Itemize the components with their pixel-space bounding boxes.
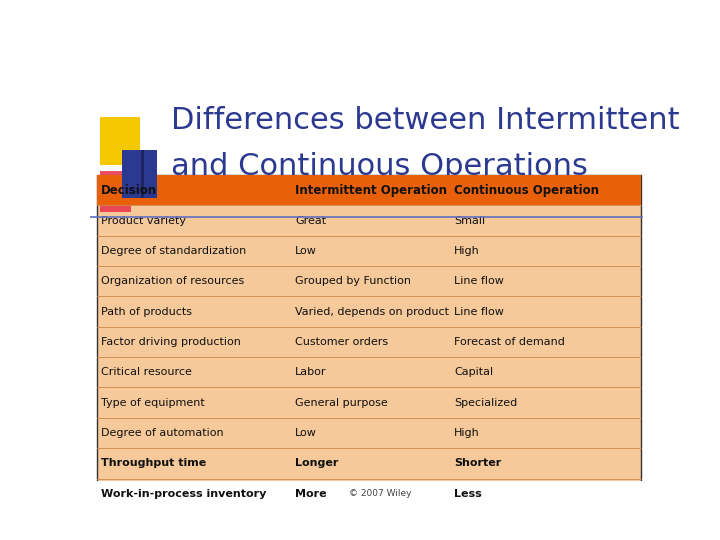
Text: Longer: Longer [295,458,338,468]
Text: © 2007 Wiley: © 2007 Wiley [349,489,411,498]
Text: Low: Low [295,428,318,438]
Text: Shorter: Shorter [454,458,502,468]
Text: Great: Great [295,215,326,226]
Text: Line flow: Line flow [454,307,504,316]
FancyBboxPatch shape [100,171,131,212]
Text: Differences between Intermittent: Differences between Intermittent [171,106,680,136]
Text: Intermittent Operation: Intermittent Operation [295,184,447,197]
Text: Path of products: Path of products [101,307,192,316]
Text: Forecast of demand: Forecast of demand [454,337,565,347]
FancyBboxPatch shape [96,175,642,509]
Text: High: High [454,246,480,256]
Text: Specialized: Specialized [454,397,518,408]
Text: Organization of resources: Organization of resources [101,276,244,286]
Text: Low: Low [295,246,318,256]
Text: High: High [454,428,480,438]
Text: Line flow: Line flow [454,276,504,286]
Text: Type of equipment: Type of equipment [101,397,205,408]
FancyBboxPatch shape [100,117,140,165]
Text: Capital: Capital [454,367,493,377]
Text: Less: Less [454,489,482,499]
Text: Degree of standardization: Degree of standardization [101,246,246,256]
Text: Continuous Operation: Continuous Operation [454,184,599,197]
Text: More: More [295,489,327,499]
FancyBboxPatch shape [141,150,143,198]
Text: Factor driving production: Factor driving production [101,337,241,347]
Text: Varied, depends on product: Varied, depends on product [295,307,449,316]
Text: Degree of automation: Degree of automation [101,428,224,438]
Text: Product variety: Product variety [101,215,186,226]
Text: Grouped by Function: Grouped by Function [295,276,411,286]
Text: Critical resource: Critical resource [101,367,192,377]
Text: Decision: Decision [101,184,157,197]
Text: Small: Small [454,215,485,226]
Text: General purpose: General purpose [295,397,388,408]
Text: Customer orders: Customer orders [295,337,389,347]
Text: Throughput time: Throughput time [101,458,207,468]
FancyBboxPatch shape [122,150,157,198]
Text: Labor: Labor [295,367,327,377]
Text: Work-in-process inventory: Work-in-process inventory [101,489,266,499]
FancyBboxPatch shape [96,175,642,205]
Text: and Continuous Operations: and Continuous Operations [171,152,588,181]
